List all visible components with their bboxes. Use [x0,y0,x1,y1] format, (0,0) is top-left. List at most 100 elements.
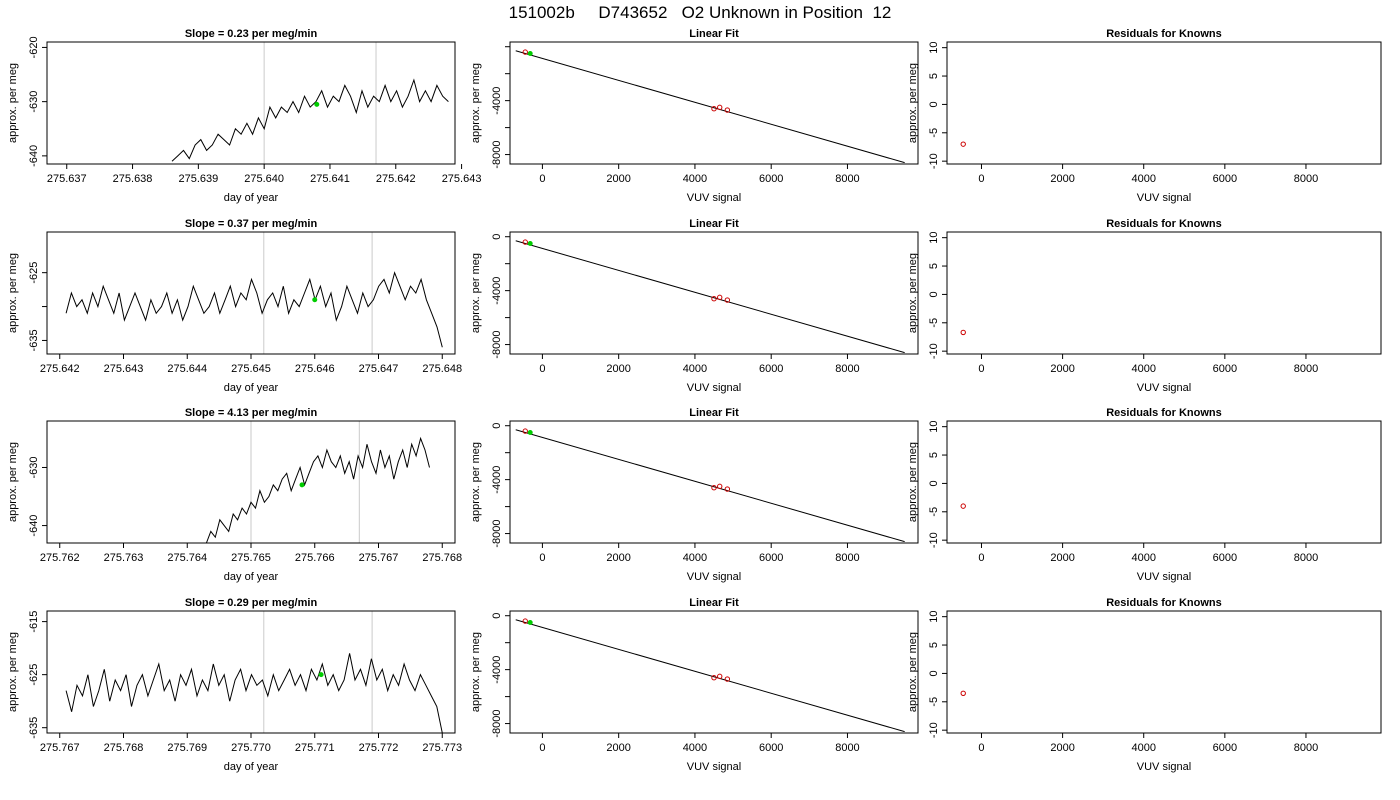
plot-area [515,618,905,733]
panel-title: Residuals for Knowns [1106,407,1222,419]
y-tick-label: -4000 [491,87,503,115]
y-axis-label: approx. per meg [907,632,919,712]
x-tick-label: 6000 [759,363,783,375]
known-point [522,428,528,434]
series-line [65,653,443,733]
y-axis-label: approx. per meg [470,63,482,143]
x-tick-label: 4000 [683,173,707,185]
plot-area [171,78,449,162]
plot-frame [946,41,1382,165]
known-point [717,483,723,490]
y-tick-label: -10 [928,722,940,738]
x-tick-label: 275.771 [295,742,335,754]
x-tick-label: 275.645 [231,363,271,375]
x-axis-label: VUV signal [687,761,741,773]
series-line [65,271,443,348]
x-tick-label: 275.644 [167,363,207,375]
x-tick-label: 275.639 [178,173,218,185]
panel-title: Slope = 0.37 per meg/min [185,218,318,230]
x-tick-label: 8000 [1294,742,1318,754]
x-tick-label: 4000 [1131,173,1155,185]
plot-frame [46,610,456,734]
panel-r2-linear-fit: Linear Fit 0 2000 4000 6000 8000 0 -4000 -8000 VU… [470,218,919,394]
y-tick-label: -615 [28,611,40,633]
y-tick-label: -640 [28,515,40,537]
unknown-point [527,240,533,246]
y-tick-label: 5 [928,263,940,269]
y-axis-label: approx. per meg [470,253,482,333]
y-tick-label: 0 [928,101,940,107]
x-tick-label: 275.763 [104,552,144,564]
fit-line [515,240,905,354]
y-tick-label: -625 [28,664,40,686]
x-tick-label: 275.769 [167,742,207,754]
plot-area [65,271,443,348]
x-axis-label: VUV signal [687,382,741,394]
y-axis-label: approx. per meg [7,63,19,143]
x-tick-label: 0 [978,742,984,754]
y-tick-label: -630 [28,456,40,478]
known-point [717,104,723,111]
unknown-point [527,619,533,625]
known-point [960,141,966,147]
x-tick-label: 275.770 [231,742,271,754]
x-tick-label: 0 [539,173,545,185]
plot-frame [946,231,1382,355]
x-tick-label: 8000 [1294,363,1318,375]
known-point [724,297,731,303]
x-tick-label: 4000 [1131,363,1155,375]
known-point [724,107,731,113]
x-tick-label: 2000 [1050,173,1074,185]
known-point [717,673,723,680]
x-axis-label: day of year [224,761,279,773]
x-tick-label: 2000 [1050,742,1074,754]
x-tick-label: 8000 [835,173,859,185]
unknown-point [299,482,305,488]
figure-title: 151002b D743652 O2 Unknown in Position 1… [508,3,892,22]
y-tick-label: 0 [491,613,503,619]
series-line [171,78,449,162]
x-tick-label: 275.767 [359,552,399,564]
x-tick-label: 275.765 [231,552,271,564]
x-tick-label: 0 [978,552,984,564]
fit-line [515,429,905,543]
plot-frame [509,610,919,734]
x-tick-label: 4000 [683,552,707,564]
x-tick-label: 275.764 [167,552,207,564]
known-point [711,675,717,681]
x-tick-label: 275.767 [40,742,80,754]
plot-frame [946,610,1382,734]
known-point [522,49,528,55]
panel-title: Linear Fit [689,28,739,40]
panel-title: Residuals for Knowns [1106,28,1222,40]
y-axis-label: approx. per meg [7,632,19,712]
known-point [711,296,717,302]
x-tick-label: 275.766 [295,552,335,564]
x-tick-label: 0 [539,742,545,754]
y-tick-label: -630 [28,91,40,113]
x-tick-label: 275.637 [47,173,87,185]
plot-area [960,503,966,509]
panel-r3-residuals: Residuals for Knowns 0 2000 4000 6000 8000 10 5… [907,407,1382,583]
y-tick-label: 0 [928,291,940,297]
x-axis-label: VUV signal [1137,382,1191,394]
y-tick-label: -620 [28,36,40,58]
x-tick-label: 0 [539,552,545,564]
fit-line [515,50,905,164]
x-tick-label: 2000 [1050,363,1074,375]
y-tick-label: -10 [928,343,940,359]
x-axis-label: VUV signal [687,192,741,204]
y-axis-label: approx. per meg [907,253,919,333]
x-tick-label: 4000 [1131,552,1155,564]
y-tick-label: 5 [928,452,940,458]
panel-r4-linear-fit: Linear Fit 0 2000 4000 6000 8000 0 -4000 -8000 VU… [470,597,919,773]
y-axis-label: approx. per meg [7,253,19,333]
known-point [711,106,717,112]
x-axis-label: day of year [224,192,279,204]
panel-title: Slope = 4.13 per meg/min [185,407,318,419]
y-tick-label: -4000 [491,277,503,305]
x-tick-label: 275.646 [295,363,335,375]
plot-area [515,239,905,354]
panel-r4-residuals: Residuals for Knowns 0 2000 4000 6000 8000 10 5… [907,597,1382,773]
known-point [711,485,717,491]
